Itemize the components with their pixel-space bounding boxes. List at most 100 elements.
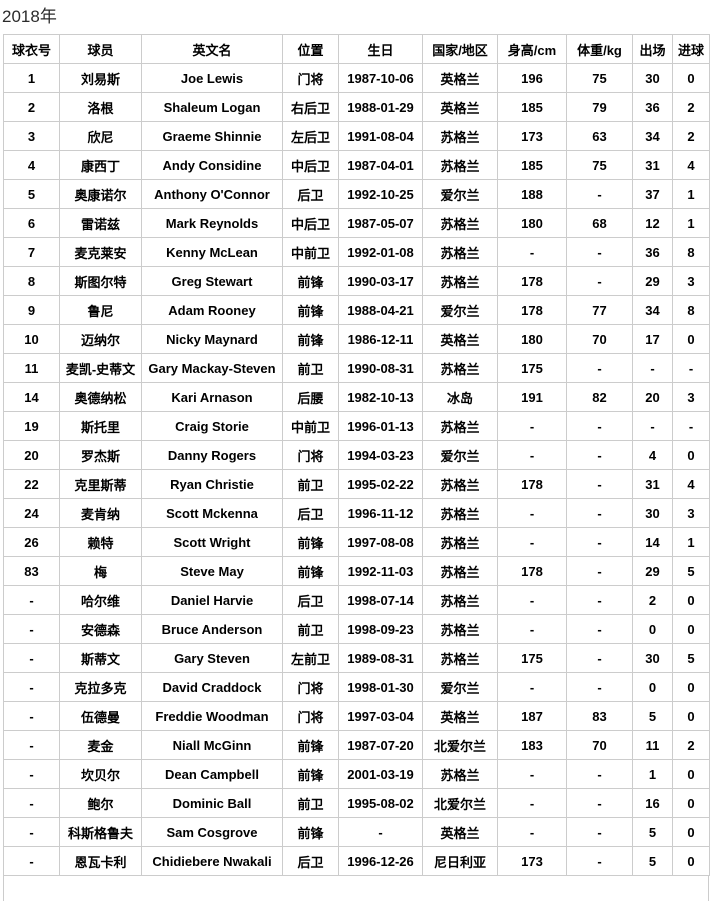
cell: 14 <box>632 527 673 557</box>
cell: 苏格兰 <box>422 585 498 615</box>
cell: 2001-03-19 <box>338 759 423 789</box>
cell: 后卫 <box>282 846 339 876</box>
cell: 8 <box>3 266 60 296</box>
cell: 187 <box>497 701 567 731</box>
cell: 1996-12-26 <box>338 846 423 876</box>
cell: 0 <box>672 324 710 354</box>
cell: 1987-10-06 <box>338 63 423 93</box>
cell: 1997-03-04 <box>338 701 423 731</box>
cell: 刘易斯 <box>59 63 142 93</box>
cell: 3 <box>672 498 710 528</box>
cell: 0 <box>632 614 673 644</box>
cell: - <box>3 672 60 702</box>
cell: 82 <box>566 382 633 412</box>
table-row: 8 斯图尔特 Greg Stewart 前锋 1990-03-17 苏格兰 178-29 3 <box>3 266 710 296</box>
table-row: 10 迈纳尔 Nicky Maynard 前锋 1986-12-11 英格兰 180 70 17… <box>3 324 710 354</box>
cell: 1995-02-22 <box>338 469 423 499</box>
cell: - <box>338 817 423 847</box>
cell: Niall McGinn <box>141 730 283 760</box>
cell: 1990-08-31 <box>338 353 423 383</box>
cell: 赖特 <box>59 527 142 557</box>
cell: Mark Reynolds <box>141 208 283 238</box>
cell: - <box>566 585 633 615</box>
cell: 1988-01-29 <box>338 92 423 122</box>
cell: - <box>566 614 633 644</box>
cell: 1991-08-04 <box>338 121 423 151</box>
cell: 1996-11-12 <box>338 498 423 528</box>
cell: 1996-01-13 <box>338 411 423 441</box>
cell: 30 <box>632 498 673 528</box>
cell: 11 <box>632 730 673 760</box>
cell: 2 <box>672 121 710 151</box>
table-row: - 哈尔维 Daniel Harvie 后卫 1998-07-14 苏格兰 - -2 0 <box>3 585 710 615</box>
cell: 1 <box>672 179 710 209</box>
cell: Danny Rogers <box>141 440 283 470</box>
cell: 英格兰 <box>422 92 498 122</box>
column-header-3: 位置 <box>282 34 339 64</box>
cell: 1986-12-11 <box>338 324 423 354</box>
cell: - <box>566 759 633 789</box>
cell: - <box>566 440 633 470</box>
cell: - <box>566 179 633 209</box>
cell: 12 <box>632 208 673 238</box>
column-header-5: 国家/地区 <box>422 34 498 64</box>
table-row: - 伍德曼 Freddie Woodman 门将 1997-03-04 英格兰 187 83 5… <box>3 701 710 731</box>
cell: 83 <box>3 556 60 586</box>
column-header-4: 生日 <box>338 34 423 64</box>
cell: - <box>497 788 567 818</box>
table-overflow-row <box>3 876 709 901</box>
cell: Anthony O'Connor <box>141 179 283 209</box>
cell: 4 <box>672 150 710 180</box>
table-row: - 科斯格鲁夫 Sam Cosgrove 前锋 - 英格兰 - -5 0 <box>3 817 710 847</box>
cell: 6 <box>3 208 60 238</box>
column-header-1: 球员 <box>59 34 142 64</box>
cell: 1989-08-31 <box>338 643 423 673</box>
cell: 鲁尼 <box>59 295 142 325</box>
cell: Nicky Maynard <box>141 324 283 354</box>
cell: - <box>497 411 567 441</box>
cell: Joe Lewis <box>141 63 283 93</box>
cell: 左后卫 <box>282 121 339 151</box>
cell: 175 <box>497 353 567 383</box>
table-header: 球衣号 球员 英文名 位置 生日 国家/地区 身高/cm 体重/kg 出场 进球 <box>3 34 710 64</box>
table-row: 4 康西丁 Andy Considine 中后卫 1987-04-01 苏格兰 185 75 3… <box>3 150 710 180</box>
cell: - <box>566 353 633 383</box>
cell: 37 <box>632 179 673 209</box>
cell: Adam Rooney <box>141 295 283 325</box>
cell: 坎贝尔 <box>59 759 142 789</box>
cell: 0 <box>672 585 710 615</box>
cell: 苏格兰 <box>422 643 498 673</box>
table-row: 11 麦凯-史蒂文 Gary Mackay-Steven 前卫 1990-08-31 苏格… <box>3 353 710 383</box>
cell: 克里斯蒂 <box>59 469 142 499</box>
table-row: - 恩瓦卡利 Chidiebere Nwakali 后卫 1996-12-26 尼日利亚 1… <box>3 846 710 876</box>
cell: - <box>3 585 60 615</box>
cell: - <box>497 237 567 267</box>
cell: 29 <box>632 266 673 296</box>
cell: - <box>566 469 633 499</box>
cell: 5 <box>672 643 710 673</box>
cell: 4 <box>632 440 673 470</box>
cell: 苏格兰 <box>422 556 498 586</box>
cell: 3 <box>672 382 710 412</box>
cell: 门将 <box>282 63 339 93</box>
cell: 1990-03-17 <box>338 266 423 296</box>
cell: 前锋 <box>282 817 339 847</box>
cell: Shaleum Logan <box>141 92 283 122</box>
cell: 30 <box>632 63 673 93</box>
cell: 苏格兰 <box>422 208 498 238</box>
table-row: 7 麦克莱安 Kenny McLean 中前卫 1992-01-08 苏格兰 - -36 8 <box>3 237 710 267</box>
cell: 180 <box>497 324 567 354</box>
cell: 4 <box>3 150 60 180</box>
cell: 0 <box>672 672 710 702</box>
cell: 196 <box>497 63 567 93</box>
cell: 0 <box>632 672 673 702</box>
cell: Kenny McLean <box>141 237 283 267</box>
cell: 北爱尔兰 <box>422 788 498 818</box>
cell: Andy Considine <box>141 150 283 180</box>
cell: 右后卫 <box>282 92 339 122</box>
cell: - <box>566 672 633 702</box>
cell: - <box>497 759 567 789</box>
cell: 1 <box>3 63 60 93</box>
cell: 1998-09-23 <box>338 614 423 644</box>
cell: - <box>632 353 673 383</box>
